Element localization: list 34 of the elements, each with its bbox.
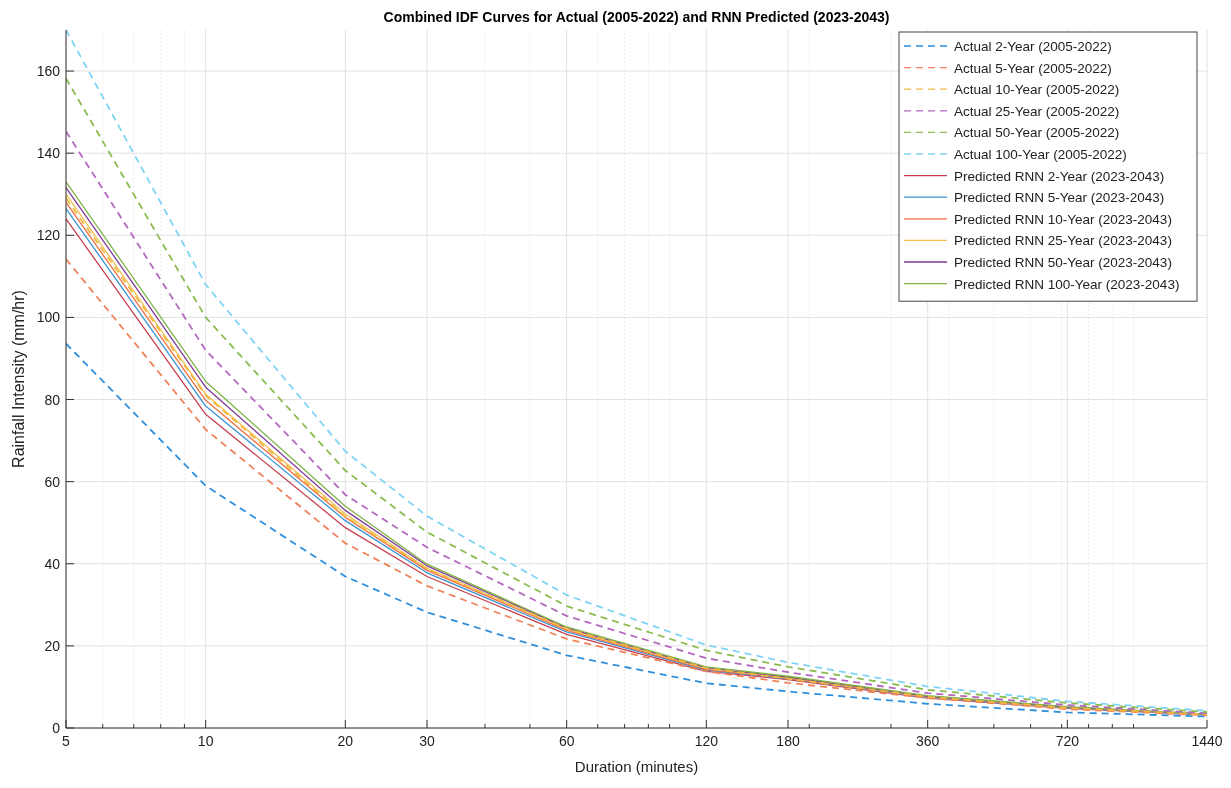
y-tick-label: 80 <box>44 391 61 408</box>
legend-label: Actual 25-Year (2005-2022) <box>954 103 1120 119</box>
y-tick-label: 40 <box>44 555 61 572</box>
y-tick-label: 100 <box>36 309 61 326</box>
y-tick-label: 20 <box>44 637 61 654</box>
y-axis-title: Rainfall Intensity (mm/hr) <box>10 290 27 468</box>
legend-label: Actual 5-Year (2005-2022) <box>954 60 1112 76</box>
legend-label: Predicted RNN 5-Year (2023-2043) <box>954 190 1165 206</box>
legend-label: Actual 100-Year (2005-2022) <box>954 147 1127 162</box>
y-tick-label: 120 <box>36 227 61 244</box>
x-tick-label: 20 <box>337 733 354 749</box>
legend-label: Actual 2-Year (2005-2022) <box>954 39 1112 54</box>
legend-label: Predicted RNN 10-Year (2023-2043) <box>954 211 1172 227</box>
y-tick-label: 0 <box>52 720 61 736</box>
legend-label: Predicted RNN 2-Year (2023-2043) <box>954 168 1165 184</box>
legend-label: Actual 10-Year (2005-2022) <box>954 82 1120 98</box>
x-tick-label: 720 <box>1055 733 1080 749</box>
chart-title: Combined IDF Curves for Actual (2005-2022) and RNN Predicted (2023-2043) <box>383 9 890 25</box>
legend-label: Predicted RNN 25-Year (2023-2043) <box>954 233 1172 249</box>
x-tick-label: 60 <box>558 733 575 749</box>
legend-label: Predicted RNN 100-Year (2023-2043) <box>954 276 1180 292</box>
y-tick-label: 60 <box>44 473 61 490</box>
x-axis-title: Duration (minutes) <box>574 758 699 775</box>
x-tick-label: 120 <box>694 733 719 749</box>
y-tick-label: 160 <box>36 63 61 80</box>
legend-label: Predicted RNN 50-Year (2023-2043) <box>954 255 1172 270</box>
legend-label: Actual 50-Year (2005-2022) <box>954 125 1120 141</box>
x-tick-label: 360 <box>916 733 940 749</box>
x-tick-label: 30 <box>419 733 436 749</box>
x-tick-label: 10 <box>197 733 214 749</box>
x-tick-label: 180 <box>776 733 800 749</box>
x-tick-label: 1440 <box>1191 733 1223 749</box>
y-tick-label: 140 <box>36 145 61 162</box>
x-tick-label: 5 <box>62 733 71 749</box>
